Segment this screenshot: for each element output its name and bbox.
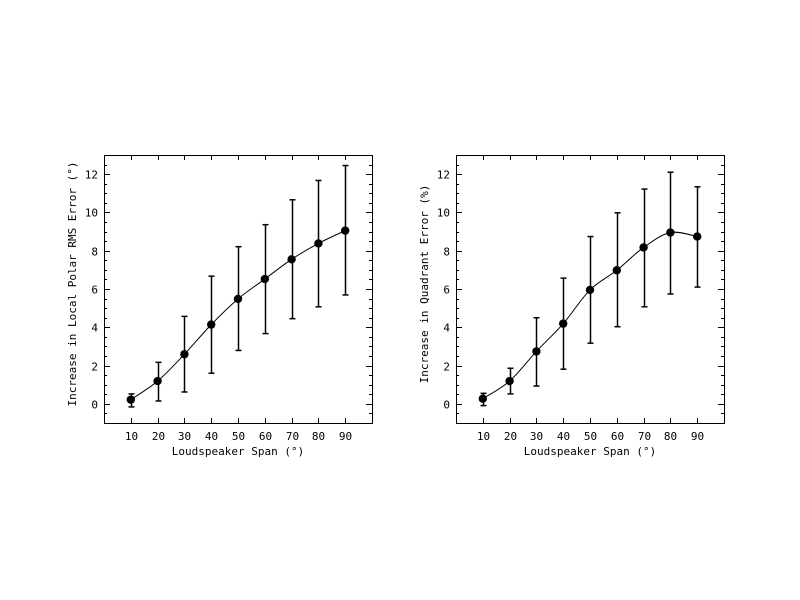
y-tick-label: 2 — [91, 361, 98, 374]
x-tick-label: 80 — [312, 430, 325, 443]
x-tick-label: 60 — [611, 430, 624, 443]
x-tick-label: 40 — [205, 430, 218, 443]
data-point-marker — [559, 319, 568, 328]
right-chart-y-axis-label: Increase in Quadrant Error (%) — [418, 185, 431, 384]
y-tick-label: 10 — [85, 207, 98, 220]
x-tick-label: 70 — [286, 430, 299, 443]
y-tick-label: 4 — [443, 322, 450, 335]
data-point-marker — [666, 228, 675, 237]
data-point-marker — [233, 294, 243, 304]
x-tick-label: 30 — [530, 430, 543, 443]
y-tick-label: 0 — [91, 399, 98, 412]
data-point-marker — [478, 394, 487, 403]
x-tick-label: 50 — [232, 430, 245, 443]
data-point-marker — [505, 376, 514, 386]
right-chart-x-axis-label: Loudspeaker Span (°) — [524, 445, 656, 458]
x-tick-label: 50 — [584, 430, 597, 443]
left-chart-plot-area: 0 2 4 6 8 10 12 10 20 30 40 50 60 70 80 90 — [85, 155, 373, 443]
y-tick-label: 12 — [437, 169, 450, 182]
data-point-marker — [180, 350, 189, 359]
data-point-marker — [532, 347, 541, 356]
left-chart-x-axis-label: Loudspeaker Span (°) — [172, 445, 304, 458]
x-tick-label: 30 — [178, 430, 191, 443]
x-tick-label: 90 — [339, 430, 352, 443]
x-tick-label: 90 — [691, 430, 704, 443]
x-tick-label: 10 — [125, 430, 138, 443]
x-tick-label: 20 — [504, 430, 517, 443]
y-tick-label: 12 — [85, 169, 98, 182]
x-tick-label: 80 — [664, 430, 677, 443]
x-tick-label: 40 — [557, 430, 570, 443]
x-tick-label: 20 — [152, 430, 165, 443]
y-tick-label: 8 — [91, 246, 98, 259]
data-point-marker — [585, 285, 595, 295]
y-tick-label: 6 — [443, 284, 450, 297]
data-point-marker — [287, 255, 296, 264]
y-tick-label: 4 — [91, 322, 98, 335]
right-chart-panel: 0 2 4 6 8 10 12 10 20 30 40 50 60 70 80 90 Loudspeaker … — [418, 155, 725, 458]
left-chart-panel: 0 2 4 6 8 10 12 10 20 30 40 50 60 70 80 90 Loudspeaker … — [66, 155, 373, 458]
x-tick-label: 10 — [477, 430, 490, 443]
y-tick-label: 8 — [443, 246, 450, 259]
right-chart-plot-area: 0 2 4 6 8 10 12 10 20 30 40 50 60 70 80 90 — [437, 155, 725, 443]
data-point-marker — [341, 226, 350, 235]
data-point-marker — [693, 232, 702, 241]
y-tick-label: 6 — [91, 284, 98, 297]
data-point-marker — [260, 274, 269, 284]
y-tick-label: 2 — [443, 361, 450, 374]
data-point-marker — [207, 320, 216, 329]
x-tick-label: 60 — [259, 430, 272, 443]
y-tick-label: 10 — [437, 207, 450, 220]
data-point-marker — [612, 266, 621, 275]
data-point-marker — [153, 376, 162, 386]
left-chart-y-axis-label: Increase in Local Polar RMS Error (°) — [66, 161, 79, 406]
data-point-marker — [126, 395, 135, 404]
y-tick-label: 0 — [443, 399, 450, 412]
x-tick-label: 70 — [638, 430, 651, 443]
data-point-marker — [639, 243, 648, 252]
data-point-marker — [314, 239, 323, 248]
